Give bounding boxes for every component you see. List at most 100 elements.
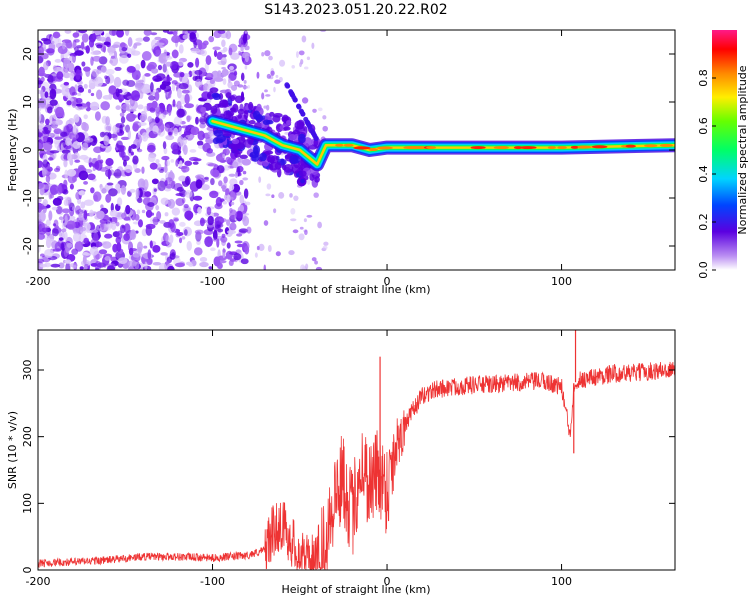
spectrogram-hotspot	[335, 143, 344, 147]
spectrogram-blob	[127, 36, 133, 47]
spectrogram-blob	[199, 261, 209, 268]
spectrogram-blob	[69, 183, 74, 190]
spectrogram-blob	[213, 129, 224, 137]
spectrogram-blob	[212, 169, 220, 178]
x-tick-label: 0	[384, 575, 391, 588]
spectrogram-blob	[127, 129, 131, 140]
spectrogram-blob	[223, 164, 230, 171]
spectrogram-blob	[271, 155, 279, 164]
spectrogram-blob	[222, 149, 227, 154]
spectrogram-blob	[100, 65, 107, 73]
spectrogram-blob	[63, 72, 71, 79]
spectrogram-blob	[71, 206, 76, 211]
spectrogram-blob	[135, 63, 141, 71]
spectrogram-blob	[263, 264, 266, 270]
spectrogram-blob	[225, 30, 232, 40]
y-tick-label: -10	[21, 189, 34, 207]
spectrogram-blob	[49, 99, 58, 106]
spectrogram-blob	[165, 61, 173, 67]
spectrogram-blob	[242, 33, 248, 44]
spectrogram-blob	[38, 131, 43, 138]
spectrogram-blob	[174, 262, 185, 268]
spectrogram-blob	[144, 73, 151, 77]
spectrogram-blob	[152, 261, 162, 266]
spectrogram-blob	[289, 154, 299, 165]
spectrogram-blob	[164, 212, 169, 217]
spectrogram-blob	[69, 72, 75, 80]
spectrogram-blob	[141, 51, 152, 61]
spectrogram-blob	[242, 52, 247, 59]
spectrogram-blob	[175, 159, 179, 167]
spectrogram-blob	[93, 146, 103, 154]
spectrogram-blob	[93, 76, 104, 87]
spectrogram-blob	[75, 97, 83, 104]
spectrogram-blob	[217, 30, 226, 34]
spectrogram-blob	[130, 229, 137, 240]
spectrogram-blob	[169, 234, 174, 244]
spectrogram-blob	[61, 149, 71, 155]
spectrogram-hotspot	[376, 146, 393, 150]
spectrogram-blob	[125, 204, 131, 215]
spectrogram-blob	[129, 188, 136, 193]
spectrogram-blob	[63, 81, 70, 86]
spectrogram-blob	[251, 154, 260, 162]
spectrogram-blob	[176, 231, 184, 236]
spectrogram-blob	[64, 196, 72, 200]
spectrogram-blob	[172, 31, 178, 36]
spectrogram-blob	[113, 168, 122, 179]
spectrogram-blob	[46, 106, 53, 114]
spectrogram-blob	[171, 49, 179, 59]
spectrogram-blob	[216, 51, 223, 61]
spectrogram-blob	[137, 197, 143, 204]
spectrogram-blob	[220, 236, 228, 243]
spectrogram-blob	[212, 137, 220, 145]
spectrogram-blob	[272, 114, 281, 123]
spectrogram-blob	[269, 111, 275, 117]
spectrogram-blob	[187, 62, 194, 68]
spectrogram-blob	[227, 81, 233, 89]
spectrogram-blob	[317, 107, 323, 112]
spectrogram-blob	[52, 197, 62, 206]
spectrogram-blob	[120, 150, 126, 158]
spectrogram-blob	[64, 30, 72, 34]
spectrogram-blob	[274, 162, 282, 170]
snr-x-ticks: -200 -100 0 100	[26, 330, 572, 588]
spectrogram-blob	[136, 209, 141, 215]
spectrogram-blob	[135, 37, 144, 42]
spectrogram-blob	[65, 262, 71, 270]
spectrogram-blob	[149, 107, 156, 113]
spectrogram-blob	[209, 87, 219, 93]
spectrogram-blob	[240, 45, 244, 52]
spectrogram-blob	[51, 206, 58, 211]
spectrogram-blob	[199, 217, 205, 227]
spectrogram-blob	[162, 30, 170, 33]
spectrogram-blob	[157, 180, 166, 192]
spectrogram-blob	[167, 31, 175, 35]
y-tick-label: 300	[21, 360, 34, 381]
spectrogram-blob	[53, 167, 61, 173]
spectrogram-blob	[171, 207, 181, 216]
spectrogram-blob	[74, 38, 80, 43]
spectrogram-blob	[157, 64, 163, 71]
snr-plot-area	[38, 330, 675, 570]
spectrogram-blob	[185, 134, 195, 139]
spectrogram-blob	[150, 82, 154, 92]
spectrogram-blob	[297, 133, 306, 144]
x-tick-label: -100	[200, 575, 225, 588]
spectrogram-blob	[216, 238, 220, 248]
spectrogram-blob	[193, 40, 197, 49]
spectrogram-blob	[304, 119, 310, 125]
spectrogram-blob	[153, 188, 157, 192]
spectrogram-blob	[55, 205, 63, 215]
spectrogram-blob	[236, 142, 245, 150]
spectrogram-blob	[209, 78, 216, 85]
spectrogram-blob	[244, 45, 250, 51]
spectrogram-blob	[322, 245, 328, 250]
spectrogram-blob	[154, 116, 160, 124]
spectrogram-blob	[78, 170, 89, 181]
spectrogram-x-ticks: -200 -100 0 100	[26, 30, 572, 288]
spectrogram-blob	[83, 237, 90, 244]
spectrogram-blob	[100, 204, 104, 209]
spectrogram-blob	[181, 236, 186, 240]
spectrogram-blob	[103, 41, 111, 46]
